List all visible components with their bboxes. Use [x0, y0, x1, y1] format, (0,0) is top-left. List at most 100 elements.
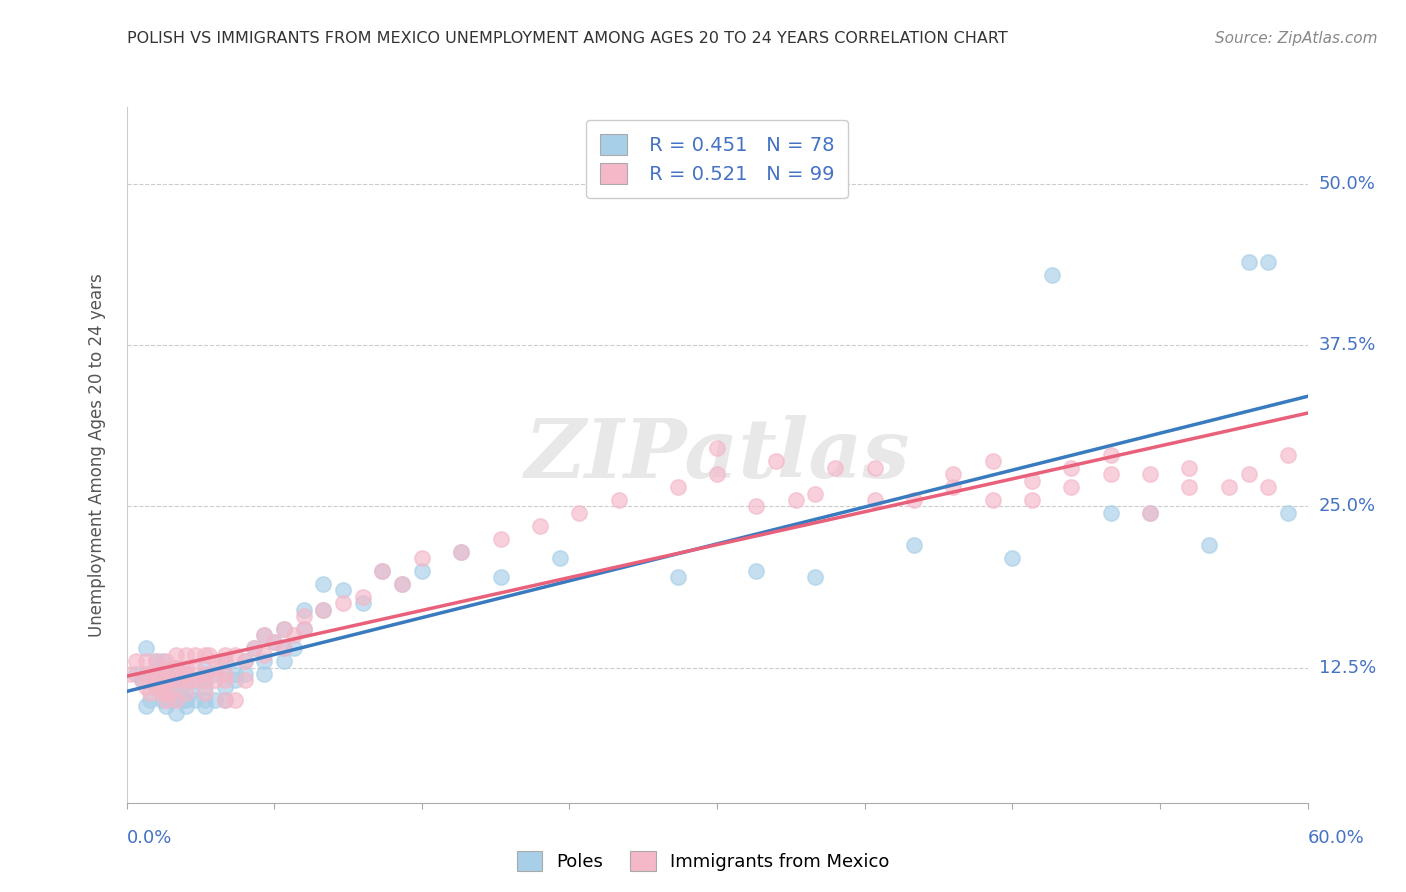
Point: [1257, 254, 1279, 268]
Point: [174, 673, 197, 688]
Point: [165, 660, 187, 674]
Point: [1198, 538, 1220, 552]
Point: [174, 667, 197, 681]
Point: [194, 667, 217, 681]
Point: [666, 570, 689, 584]
Point: [145, 673, 167, 688]
Point: [450, 544, 472, 558]
Point: [233, 673, 256, 688]
Point: [174, 686, 197, 700]
Point: [150, 667, 173, 681]
Point: [489, 532, 512, 546]
Point: [263, 634, 285, 648]
Point: [145, 654, 167, 668]
Point: [1060, 460, 1083, 475]
Point: [159, 673, 181, 688]
Point: [224, 692, 246, 706]
Point: [214, 648, 236, 662]
Point: [233, 654, 256, 668]
Point: [529, 518, 551, 533]
Point: [155, 667, 177, 681]
Text: 25.0%: 25.0%: [1319, 498, 1376, 516]
Point: [292, 622, 315, 636]
Point: [292, 622, 315, 636]
Point: [391, 576, 413, 591]
Point: [1237, 467, 1260, 482]
Text: 0.0%: 0.0%: [127, 829, 172, 847]
Point: [145, 654, 167, 668]
Point: [1139, 506, 1161, 520]
Point: [184, 660, 207, 674]
Point: [155, 686, 177, 700]
Point: [194, 699, 217, 714]
Point: [214, 667, 236, 681]
Point: [253, 654, 276, 668]
Point: [165, 648, 187, 662]
Point: [1060, 480, 1083, 494]
Point: [1021, 493, 1043, 508]
Point: [863, 460, 886, 475]
Point: [1099, 448, 1122, 462]
Point: [224, 648, 246, 662]
Point: [174, 692, 197, 706]
Point: [283, 641, 305, 656]
Text: 60.0%: 60.0%: [1308, 829, 1364, 847]
Point: [1139, 506, 1161, 520]
Point: [371, 564, 394, 578]
Point: [233, 654, 256, 668]
Point: [243, 641, 266, 656]
Point: [155, 686, 177, 700]
Point: [145, 680, 167, 694]
Point: [450, 544, 472, 558]
Point: [1021, 474, 1043, 488]
Point: [135, 654, 157, 668]
Point: [981, 493, 1004, 508]
Point: [184, 673, 207, 688]
Point: [273, 654, 295, 668]
Point: [170, 692, 193, 706]
Point: [170, 673, 193, 688]
Point: [165, 706, 187, 720]
Text: Source: ZipAtlas.com: Source: ZipAtlas.com: [1215, 31, 1378, 46]
Point: [135, 667, 157, 681]
Point: [184, 673, 207, 688]
Point: [273, 622, 295, 636]
Text: 50.0%: 50.0%: [1319, 176, 1375, 194]
Text: ZIPatlas: ZIPatlas: [524, 415, 910, 495]
Point: [1001, 551, 1024, 566]
Text: 12.5%: 12.5%: [1319, 658, 1376, 676]
Point: [174, 660, 197, 674]
Point: [863, 493, 886, 508]
Point: [804, 570, 827, 584]
Point: [135, 699, 157, 714]
Point: [1178, 460, 1201, 475]
Point: [824, 460, 846, 475]
Point: [179, 686, 201, 700]
Point: [283, 628, 305, 642]
Point: [253, 628, 276, 642]
Point: [159, 692, 181, 706]
Point: [666, 480, 689, 494]
Point: [1257, 480, 1279, 494]
Point: [706, 467, 728, 482]
Point: [184, 692, 207, 706]
Point: [942, 480, 965, 494]
Y-axis label: Unemployment Among Ages 20 to 24 years: Unemployment Among Ages 20 to 24 years: [87, 273, 105, 637]
Point: [170, 667, 193, 681]
Point: [194, 673, 217, 688]
Point: [194, 648, 217, 662]
Point: [548, 551, 571, 566]
Point: [224, 667, 246, 681]
Point: [145, 667, 167, 681]
Point: [312, 602, 335, 616]
Point: [1139, 467, 1161, 482]
Point: [214, 673, 236, 688]
Point: [179, 673, 201, 688]
Point: [131, 673, 153, 688]
Point: [903, 493, 925, 508]
Point: [903, 538, 925, 552]
Point: [194, 680, 217, 694]
Point: [352, 596, 374, 610]
Point: [125, 654, 148, 668]
Point: [204, 667, 226, 681]
